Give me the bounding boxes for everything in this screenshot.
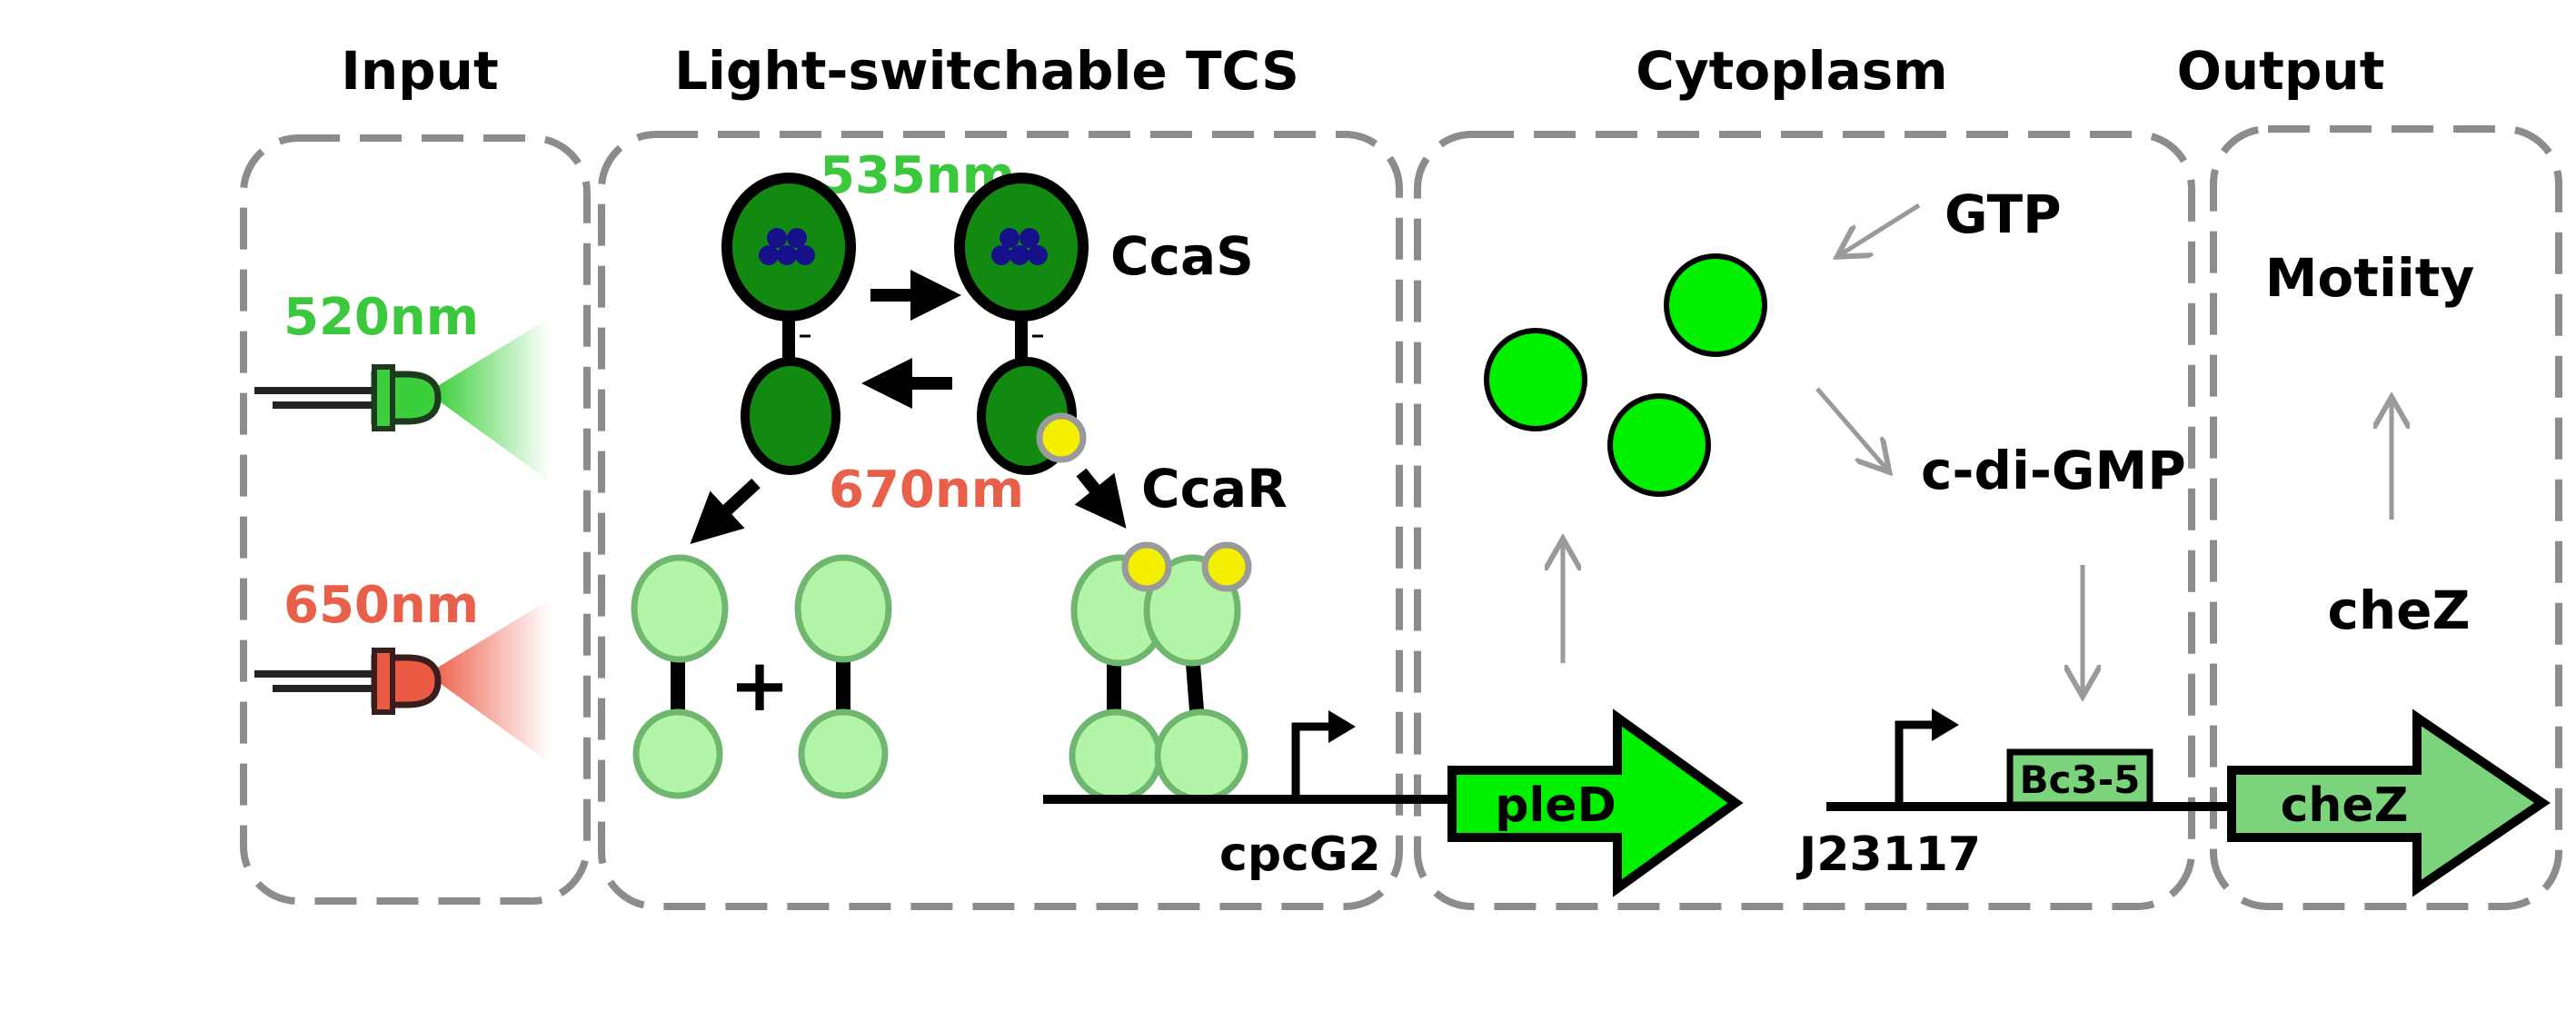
- ccas-active: [954, 173, 1089, 475]
- metabolite-cdigmp-label: c-di-GMP: [1921, 440, 2186, 501]
- cdigmp-molecule: [1664, 253, 1767, 357]
- phosphate-icon: [1036, 412, 1087, 463]
- chromophore-icon: [759, 228, 815, 265]
- wavelength-520-label: 520nm: [283, 288, 479, 347]
- ccar-unphosphorylated-left: [631, 554, 729, 799]
- red-led-icon: [254, 599, 550, 763]
- panel-tcs: [598, 131, 1403, 910]
- rbs-bc35-label: Bc3-5: [2020, 758, 2141, 802]
- panel-title-output: Output: [2177, 40, 2385, 102]
- conversion-arrow: [1815, 387, 1886, 469]
- promoter-j23117-icon: [1895, 708, 1959, 807]
- gene-pled-label: pleD: [1495, 778, 1616, 833]
- phosphate-icon: [1121, 541, 1172, 592]
- panel-title-input: Input: [341, 40, 498, 102]
- gene-pled-arrow: [1447, 708, 1744, 897]
- gene-chez-arrow: [2227, 708, 2551, 897]
- output-chez-label: cheZ: [2327, 579, 2470, 641]
- plus-sign: +: [729, 643, 790, 728]
- cdigmp-molecule: [1607, 393, 1711, 497]
- phosphorylate-arrow: [1074, 468, 1127, 529]
- ccar-label: CcaR: [1141, 458, 1288, 520]
- dissociate-arrow: [690, 478, 761, 544]
- green-led-icon: [254, 318, 550, 481]
- chromophore-icon: [991, 228, 1048, 265]
- metabolite-gtp-label: GTP: [1944, 183, 2062, 245]
- ccas-label: CcaS: [1110, 225, 1254, 287]
- wavelength-650-label: 650nm: [283, 576, 479, 635]
- panel-title-tcs: Light-switchable TCS: [674, 40, 1299, 102]
- promoter-cpcg2-icon: [1291, 710, 1356, 799]
- output-motility-label: Motiity: [2265, 247, 2475, 309]
- ccar-unphosphorylated-right: [794, 554, 892, 799]
- promoter-j23117-label: J23117: [1796, 827, 1981, 882]
- ccas-inactive: [721, 173, 856, 475]
- panel-cytoplasm: [1414, 131, 2195, 910]
- rbs-bc35-box: [2006, 748, 2153, 808]
- panel-input: [240, 134, 591, 905]
- ccar-phosphorylated-dimer: [1069, 541, 1252, 803]
- gtp-arrow: [1841, 203, 1921, 254]
- cdigmp-molecule: [1484, 328, 1587, 431]
- wavelength-670-label: 670nm: [829, 461, 1024, 520]
- gene-chez-arrow-label: cheZ: [2281, 778, 2409, 833]
- panel-title-cytoplasm: Cytoplasm: [1636, 40, 1947, 102]
- phosphate-icon: [1201, 541, 1252, 592]
- panel-output: [2210, 125, 2562, 910]
- promoter-cpcg2-label: cpcG2: [1219, 827, 1381, 882]
